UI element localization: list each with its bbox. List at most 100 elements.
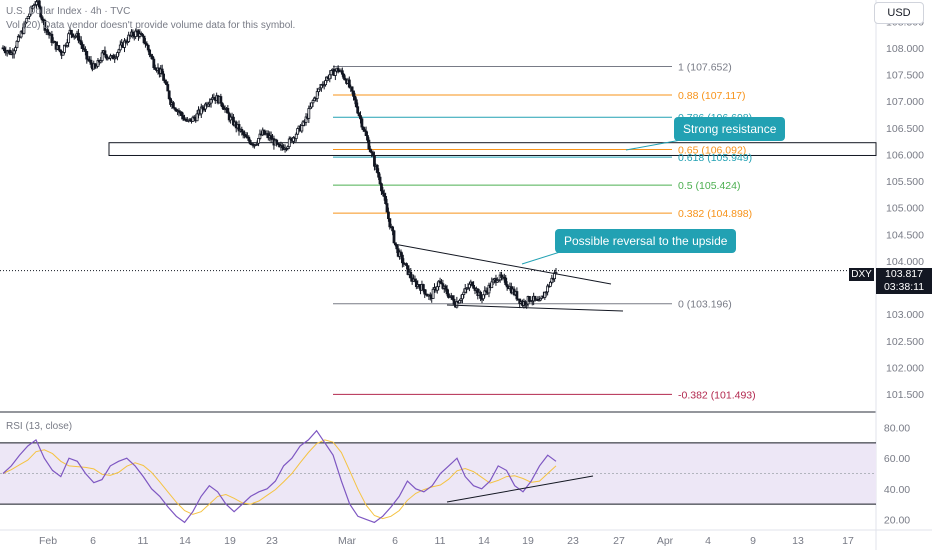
candle-body [195,113,199,122]
rsi-band [0,442,876,505]
price-tick-label: 104.500 [886,229,924,241]
upper-trendline [393,243,612,285]
candle-body [431,288,435,299]
lower-trendline [446,304,624,312]
candle-body [57,45,61,51]
time-tick-label: 17 [842,535,854,547]
candle-body [435,286,439,291]
time-tick-label: 6 [392,535,398,547]
candle-body [367,139,371,150]
fib-level-label: 0.88 (107.117) [678,90,746,102]
time-tick-label: Apr [657,535,674,547]
last-price-tag: 103.817 [876,268,932,281]
candle-body [444,285,448,290]
volume-note: Vol (20) Data vendor doesn't provide vol… [6,20,296,31]
candle-body [287,138,291,147]
candle-body [117,49,121,54]
candle-body [353,95,357,101]
candle-body [381,190,385,195]
candle-body [315,91,319,99]
time-tick-label: Mar [338,535,357,547]
price-tick-label: 103.000 [886,309,924,321]
candle-body [468,283,471,289]
candle-body [380,183,383,192]
price-tick-label: 105.500 [886,176,924,188]
reversal-pointer [521,251,561,265]
candle-body [490,281,494,289]
time-tick-label: 11 [435,535,446,547]
candle-body [85,50,89,60]
price-tick-label: 108.000 [886,43,924,55]
candle-body [307,108,311,119]
time-tick-label: 23 [266,535,278,547]
candle-body [504,277,508,285]
candle-body [382,193,386,197]
candle-body [395,244,399,250]
candle-body [377,172,381,178]
candle-body [300,125,304,132]
candle-body [421,284,425,290]
candle-body [324,80,327,86]
candle-body [248,140,252,145]
rsi-tick-label: 60.00 [884,453,910,465]
candle-body [2,47,6,52]
candle-body [445,288,449,295]
candle-body [400,254,404,264]
candle-body [515,291,519,300]
candle-body [392,230,396,244]
candle-body [103,50,107,56]
candle-body [257,137,260,144]
candle-body [384,196,388,205]
rsi-line [2,429,557,524]
candle-body [399,251,403,256]
resistance-zone [108,142,877,156]
candle-body [423,289,427,295]
candle-body [100,52,104,61]
candle-body [79,40,83,46]
time-tick-label: 13 [792,535,804,547]
candle-body [342,73,346,79]
candle-body [160,68,164,75]
price-tick-label: 105.000 [886,203,924,215]
time-tick-label: 9 [750,535,756,547]
candle-body [350,86,354,92]
fib-level-label: 0.5 (105.424) [678,180,740,192]
candle-body [67,33,71,44]
candle-body [151,55,154,60]
strong-resistance-callout[interactable]: Strong resistance [674,117,786,141]
candle-body [89,59,93,65]
time-tick-label: 14 [179,535,191,547]
fib-level-label: 0 (103.196) [678,299,732,311]
candle-body [77,32,80,41]
reversal-callout[interactable]: Possible reversal to the upside [555,229,737,253]
candle-body [81,44,84,49]
fib-level-label: 0.382 (104.898) [678,208,752,220]
time-tick-label: 23 [567,535,579,547]
candle-body [409,271,413,279]
candle-body [364,130,368,136]
candle-body [352,90,355,97]
countdown-tag: 03:38:11 [876,281,932,294]
time-tick-label: 6 [90,535,96,547]
candle-body [241,131,245,135]
price-tick-label: 102.500 [886,336,924,348]
candle-body [388,218,392,228]
candle-body [142,35,146,44]
candle-body [333,70,337,76]
candle-body [65,42,69,46]
candle-body [247,136,251,141]
currency-button[interactable]: USD [874,2,924,24]
candle-body [294,133,298,139]
candle-body [368,148,372,153]
candle-body [461,294,464,300]
candle-body [329,70,333,76]
time-tick-label: 4 [705,535,711,547]
candle-body [118,44,122,51]
price-tick-label: 107.000 [886,96,924,108]
candle-body [310,102,314,108]
candle-body [14,47,17,52]
candle-body [181,115,185,120]
candle-body [452,298,456,305]
candle-body [131,31,135,37]
